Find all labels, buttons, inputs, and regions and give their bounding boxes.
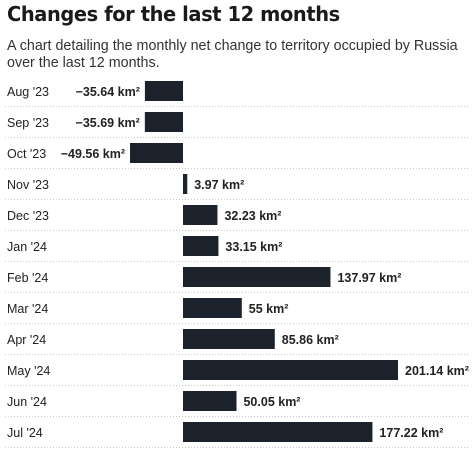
value-label: −35.64 km² <box>76 85 140 99</box>
chart-subtitle: A chart detailing the monthly net change… <box>7 38 458 71</box>
value-label: 32.23 km² <box>224 209 281 223</box>
category-label: Aug '23 <box>7 85 49 99</box>
category-label: Dec '23 <box>7 209 49 223</box>
bar <box>183 298 242 318</box>
category-label: Oct '23 <box>7 147 46 161</box>
bar <box>183 174 188 194</box>
category-label: Feb '24 <box>7 271 48 285</box>
bar <box>183 267 331 287</box>
bar <box>183 422 373 442</box>
bar <box>144 112 183 132</box>
bar <box>183 391 237 411</box>
category-label: Jun '24 <box>7 395 47 409</box>
category-label: Sep '23 <box>7 116 49 130</box>
value-label: −35.69 km² <box>76 116 140 130</box>
value-label: −49.56 km² <box>61 147 125 161</box>
value-label: 3.97 km² <box>194 178 244 192</box>
value-label: 85.86 km² <box>282 333 339 347</box>
value-label: 137.97 km² <box>337 271 401 285</box>
chart-title: Changes for the last 12 months <box>7 2 340 26</box>
category-label: Jan '24 <box>7 240 47 254</box>
bar <box>183 236 219 256</box>
bar <box>144 81 183 101</box>
bar <box>130 143 183 163</box>
value-label: 50.05 km² <box>243 395 300 409</box>
category-label: Mar '24 <box>7 302 48 316</box>
category-label: Nov '23 <box>7 178 49 192</box>
category-label: Apr '24 <box>7 333 46 347</box>
category-label: Jul '24 <box>7 426 43 440</box>
value-label: 177.22 km² <box>379 426 443 440</box>
bar <box>183 360 398 380</box>
category-label: May '24 <box>7 364 50 378</box>
value-label: 33.15 km² <box>225 240 282 254</box>
value-label: 55 km² <box>249 302 289 316</box>
bar <box>183 205 218 225</box>
value-label: 201.14 km² <box>405 364 469 378</box>
bar <box>183 329 275 349</box>
